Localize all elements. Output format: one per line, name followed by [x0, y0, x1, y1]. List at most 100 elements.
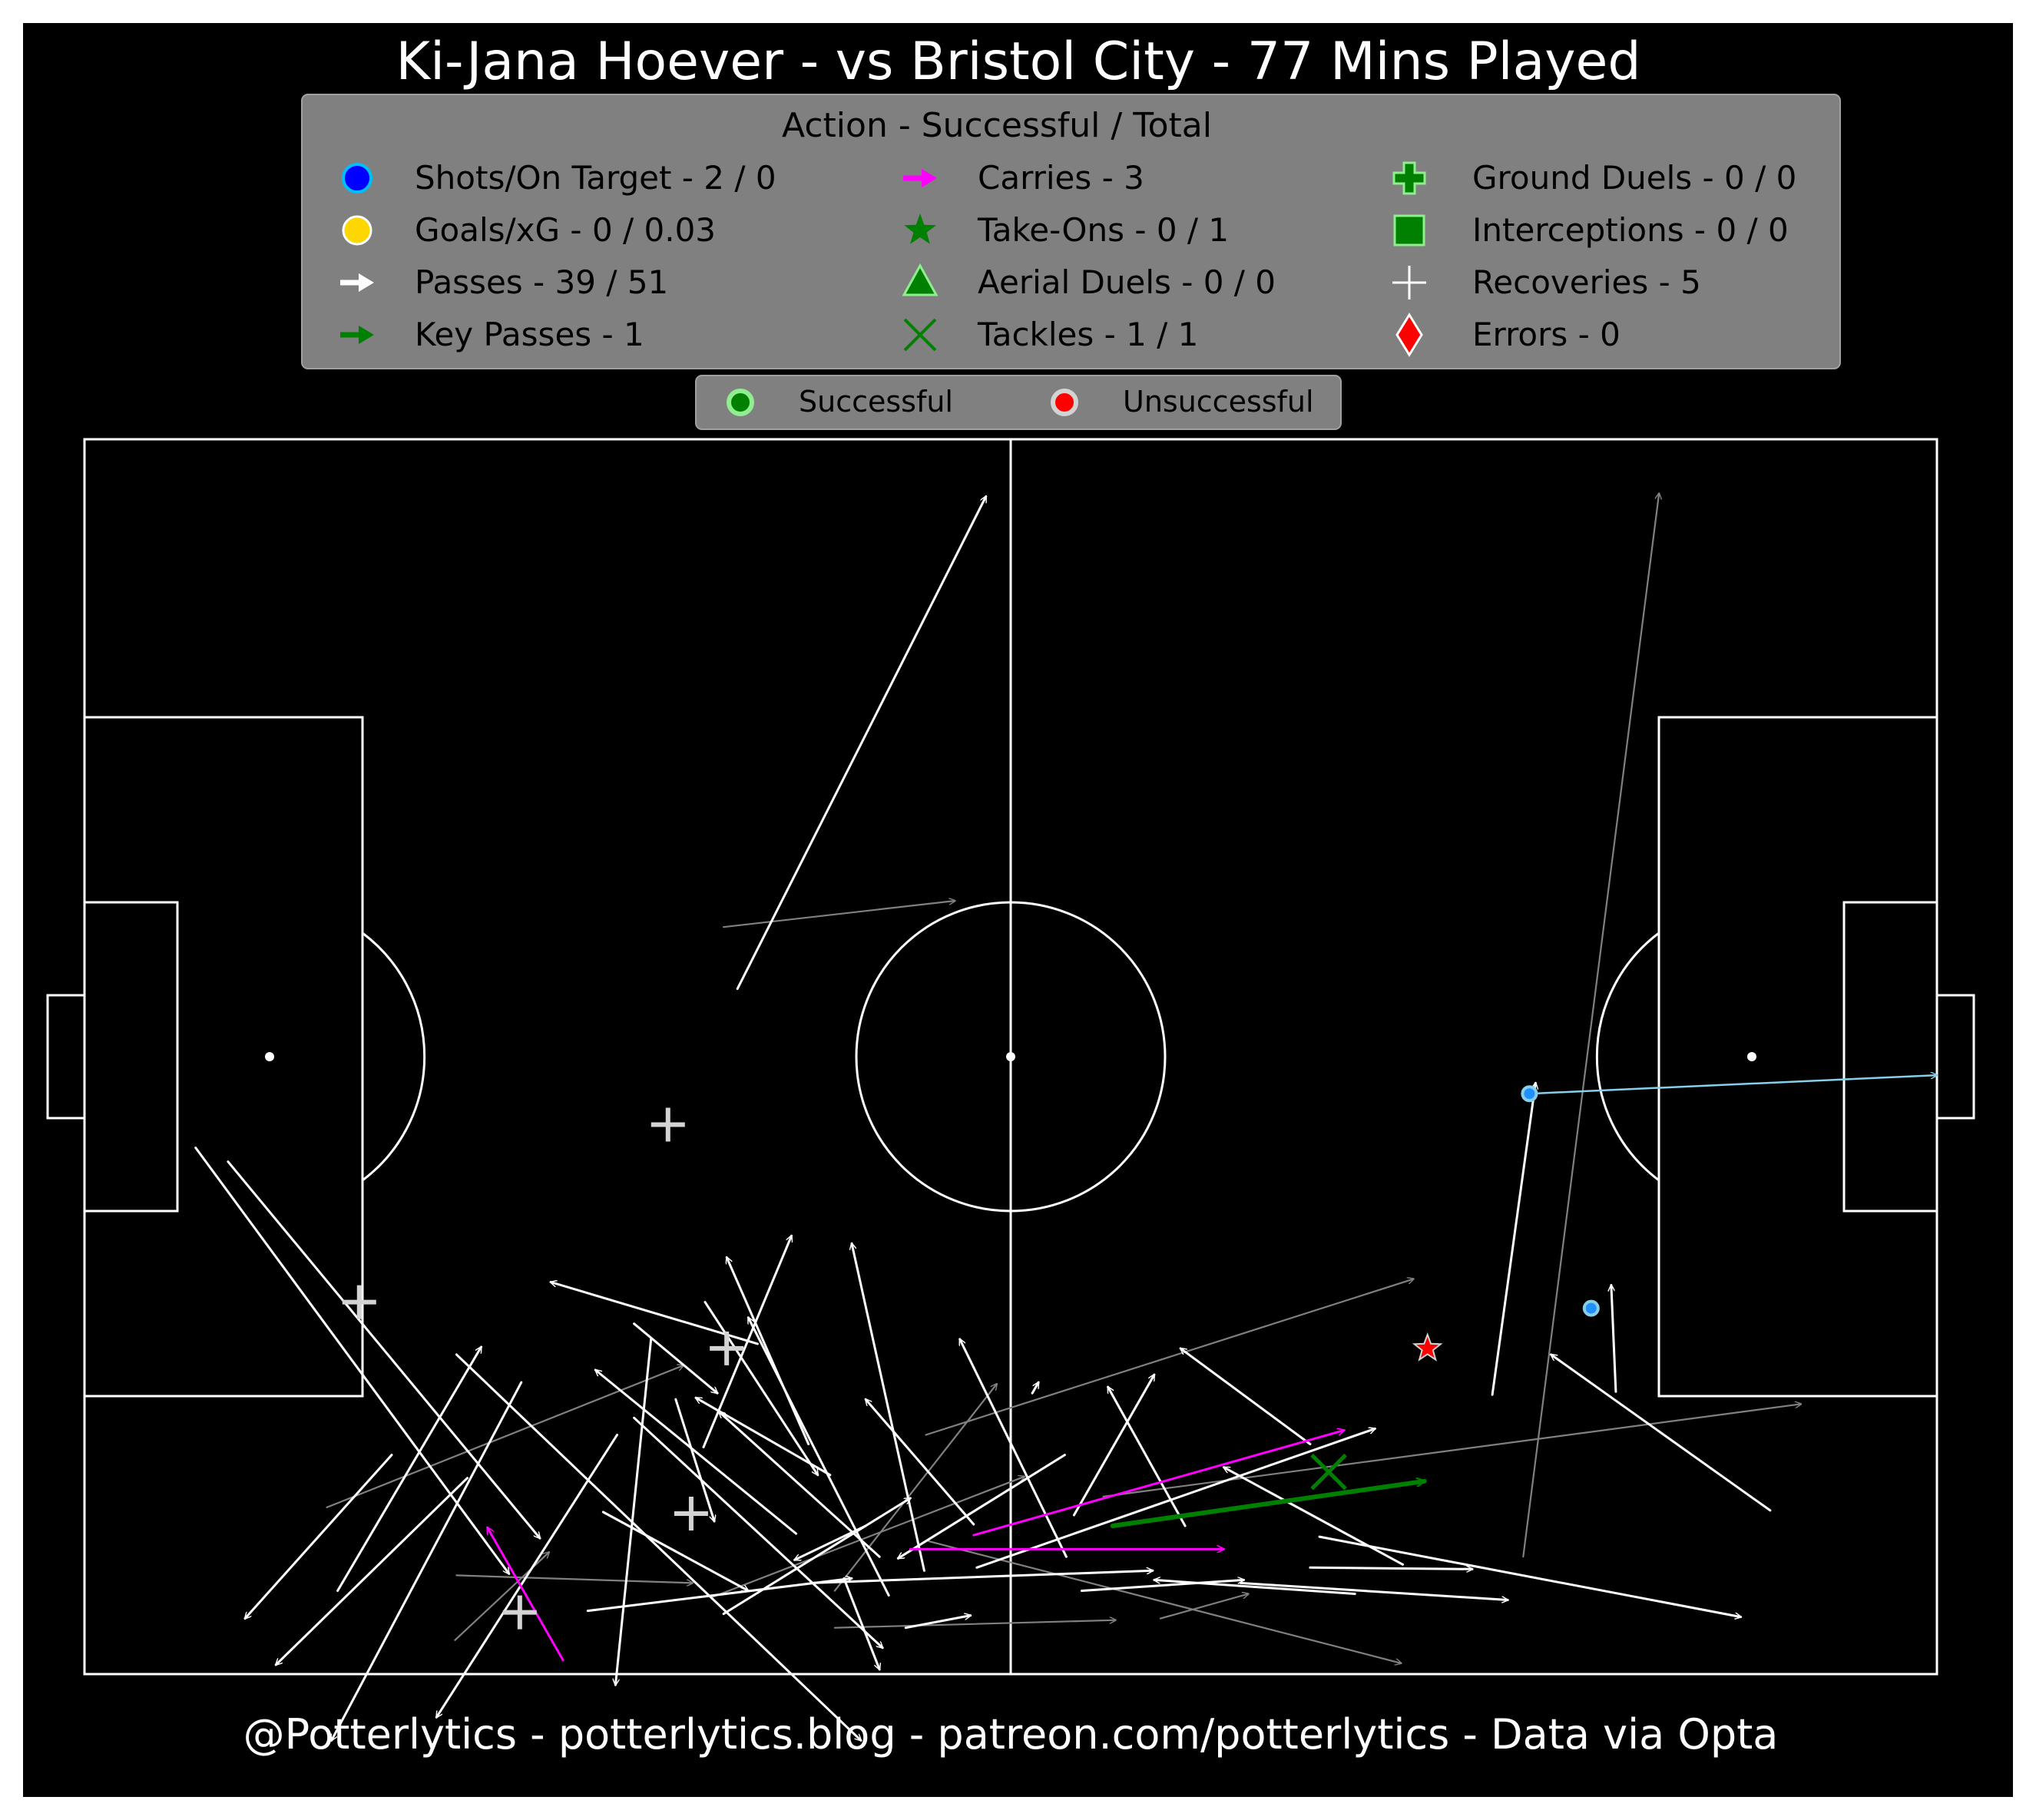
recovery-marker: [342, 1285, 376, 1319]
shot-marker: [1582, 1299, 1600, 1317]
pitch: [46, 438, 1975, 1676]
pass-successful-arrow: [330, 1381, 523, 1740]
right-penalty-arc: [1595, 932, 1660, 1182]
pass-successful-arrow: [633, 1322, 718, 1394]
pass-successful-arrow: [703, 1301, 819, 1475]
footer-credit: @Potterlytics - potterlytics.blog - patr…: [243, 1710, 1779, 1759]
legend-item-label: Take-Ons - 0 / 1: [977, 211, 1229, 249]
recovery-marker: [502, 1595, 537, 1630]
square-icon: [1393, 214, 1425, 247]
legend-item-label: Passes - 39 / 51: [415, 263, 668, 301]
tackle-marker: [1310, 1453, 1347, 1491]
pass-successful-arrow: [674, 1398, 714, 1521]
pass-successful-arrow: [1318, 1535, 1741, 1617]
legend-item-label: Key Passes - 1: [415, 316, 644, 353]
unsuccessful-marker-icon: [1051, 389, 1078, 416]
left-penalty-spot: [265, 1052, 274, 1061]
chart-title: Ki-Jana Hoever - vs Bristol City - 77 Mi…: [396, 31, 1641, 92]
pass-successful-arrow: [1491, 1083, 1535, 1396]
plus-filled-icon: [1392, 161, 1426, 195]
pass-successful-arrow: [595, 1370, 798, 1535]
outcome-unsuccessful-label: Unsuccessful: [1123, 385, 1314, 419]
pass-unsuccessful-arrow: [722, 901, 955, 928]
legend-item-label: Carries - 3: [978, 159, 1144, 197]
recovery-marker: [651, 1107, 685, 1142]
triangle-icon: [902, 263, 939, 296]
pass-unsuccessful-arrow: [1102, 1404, 1802, 1498]
pass-successful-arrow: [1223, 1466, 1404, 1566]
pass-successful-arrow: [1072, 1375, 1156, 1517]
pass-successful-arrow: [551, 1282, 759, 1345]
pass-unsuccessful-arrow: [928, 1540, 1402, 1663]
pass-unsuccessful-arrow: [833, 1620, 1117, 1629]
recovery-marker: [674, 1496, 708, 1530]
pass-unsuccessful-arrow: [833, 1384, 997, 1592]
centre-circle: [855, 901, 1167, 1213]
white-arrow-icon: [340, 273, 374, 292]
magenta-arrow-icon: [903, 169, 937, 187]
pass-successful-arrow: [435, 1434, 618, 1718]
carry-arrow: [972, 1430, 1344, 1537]
pass-successful-arrow: [866, 1399, 975, 1526]
pass-successful-arrow: [1611, 1284, 1617, 1393]
pass-successful-arrow: [975, 1428, 1376, 1569]
green-arrow-icon: [340, 326, 374, 344]
pass-successful-arrow: [615, 1338, 653, 1686]
pass-successful-arrow: [1153, 1580, 1356, 1595]
action-legend: Action - Successful / Total Shots/On Tar…: [301, 94, 1841, 369]
left-penalty-arc: [362, 932, 426, 1182]
pass-successful-arrow: [810, 1570, 1154, 1584]
carry-arrow: [486, 1527, 564, 1662]
recovery-marker: [710, 1331, 744, 1365]
pass-successful-arrow: [843, 1577, 879, 1669]
pass-successful-arrow: [1107, 1387, 1187, 1527]
pass-successful-arrow: [227, 1160, 540, 1538]
plus-thin-icon: [1392, 266, 1426, 299]
pass-successful-arrow: [1240, 1581, 1509, 1600]
shot-arrow: [1528, 1075, 1938, 1095]
legend-item-label: Aerial Duels - 0 / 0: [978, 263, 1276, 301]
right-penalty-spot: [1747, 1052, 1756, 1061]
shot-marker: [1521, 1085, 1538, 1103]
pass-successful-arrow: [633, 1416, 883, 1648]
pass-successful-arrow: [736, 496, 988, 991]
key-pass-arrow: [1110, 1481, 1427, 1528]
right-goal: [1935, 994, 1975, 1120]
legend-item-label: Goals/xG - 0 / 0.03: [415, 211, 716, 249]
legend-item-label: Interceptions - 0 / 0: [1472, 211, 1789, 249]
pass-successful-arrow: [898, 1454, 1066, 1560]
outcome-legend: Successful Unsuccessful: [695, 375, 1342, 430]
pass-successful-arrow: [727, 1257, 810, 1445]
pass-successful-arrow: [1031, 1382, 1040, 1395]
left-goal: [46, 994, 86, 1120]
pass-successful-arrow: [795, 1524, 867, 1561]
pass-successful-arrow: [586, 1578, 853, 1613]
pass-successful-arrow: [722, 1497, 910, 1616]
pass-successful-arrow: [1180, 1347, 1312, 1445]
gold-circle-icon: [342, 215, 372, 246]
pass-unsuccessful-arrow: [1522, 493, 1659, 1558]
legend-item-label: Shots/On Target - 2 / 0: [415, 159, 776, 197]
pass-successful-arrow: [336, 1347, 483, 1592]
pass-successful-arrow: [276, 1477, 468, 1665]
pass-unsuccessful-arrow: [925, 1279, 1414, 1436]
successful-marker-icon: [727, 389, 754, 416]
pass-successful-arrow: [696, 1396, 832, 1477]
x-cross-icon: [903, 318, 937, 352]
legend-item-label: Tackles - 1 / 1: [977, 316, 1198, 353]
pass-unsuccessful-arrow: [711, 1477, 1025, 1598]
pass-unsuccessful-arrow: [455, 1574, 694, 1583]
pass-successful-arrow: [958, 1339, 1068, 1558]
pass-successful-arrow: [245, 1454, 393, 1619]
event-layer: [194, 493, 1938, 1740]
legend-item-label: Errors - 0: [1472, 316, 1621, 353]
pass-unsuccessful-arrow: [1159, 1594, 1249, 1620]
pass-successful-arrow: [1551, 1353, 1772, 1512]
legend-title: Action - Successful / Total: [782, 106, 1212, 145]
diamond-icon: [1395, 313, 1423, 357]
legend-item-label: Ground Duels - 0 / 0: [1472, 159, 1796, 197]
take-on-marker: [1412, 1332, 1443, 1362]
pass-successful-arrow: [852, 1243, 925, 1572]
